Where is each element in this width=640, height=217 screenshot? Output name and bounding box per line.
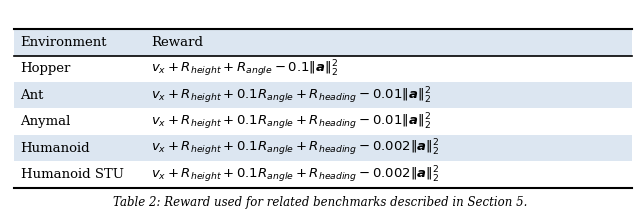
Bar: [14, 56, 632, 82]
Text: $v_x + R_{height} + 0.1R_{angle} + R_{heading} - 0.002\|\boldsymbol{a}\|_2^2$: $v_x + R_{height} + 0.1R_{angle} + R_{he…: [151, 138, 440, 158]
Bar: [14, 161, 632, 188]
Text: Reward: Reward: [151, 36, 203, 49]
Text: Environment: Environment: [20, 36, 107, 49]
Text: $v_x + R_{height} + 0.1R_{angle} + R_{heading} - 0.01\|\boldsymbol{a}\|_2^2$: $v_x + R_{height} + 0.1R_{angle} + R_{he…: [151, 85, 431, 106]
Bar: [14, 29, 632, 56]
Text: Table 2: Reward used for related benchmarks described in Section 5.: Table 2: Reward used for related benchma…: [113, 196, 527, 209]
Text: $v_x + R_{height} + 0.1R_{angle} + R_{heading} - 0.002\|\boldsymbol{a}\|_2^2$: $v_x + R_{height} + 0.1R_{angle} + R_{he…: [151, 164, 440, 185]
Text: $v_x + R_{height} + 0.1R_{angle} + R_{heading} - 0.01\|\boldsymbol{a}\|_2^2$: $v_x + R_{height} + 0.1R_{angle} + R_{he…: [151, 111, 431, 132]
Text: Hopper: Hopper: [20, 62, 71, 75]
Text: Humanoid: Humanoid: [20, 142, 90, 155]
Text: $v_x + R_{height} + R_{angle} - 0.1\|\boldsymbol{a}\|_2^2$: $v_x + R_{height} + R_{angle} - 0.1\|\bo…: [151, 59, 339, 79]
Bar: [14, 135, 632, 161]
Text: Humanoid STU: Humanoid STU: [20, 168, 124, 181]
Text: Anymal: Anymal: [20, 115, 71, 128]
Text: Ant: Ant: [20, 89, 44, 102]
Bar: [14, 108, 632, 135]
Bar: [14, 82, 632, 108]
